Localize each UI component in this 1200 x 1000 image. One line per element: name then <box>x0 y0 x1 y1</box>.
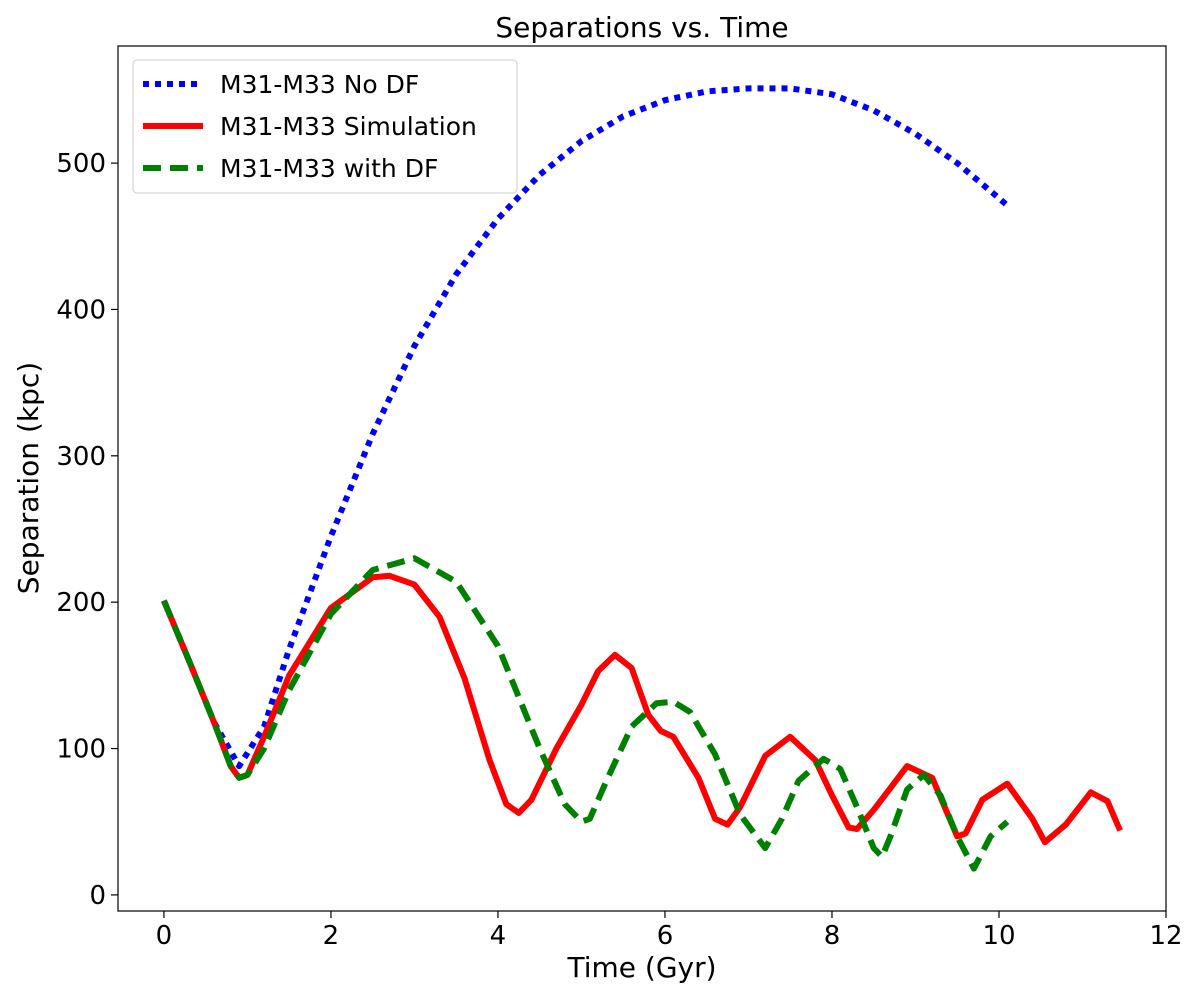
series-line-1 <box>161 572 1123 846</box>
legend-label-2: M31-M33 with DF <box>220 154 438 183</box>
y-tick-label: 400 <box>56 295 106 325</box>
y-tick-label: 300 <box>56 442 106 472</box>
series-line-0 <box>161 85 1010 770</box>
y-tick-label: 500 <box>56 149 106 179</box>
y-axis-ticks: 0 100 200 300 400 500 <box>56 149 118 911</box>
plot-frame <box>117 45 1167 912</box>
legend: M31-M33 No DF M31-M33 Simulation M31-M33 w… <box>132 59 518 194</box>
y-axis-label: Separation (kpc) <box>12 362 45 594</box>
series-line-2 <box>161 555 1010 872</box>
chart-title: Separations vs. Time <box>495 11 788 44</box>
x-tick-label: 4 <box>490 921 507 951</box>
x-tick-label: 10 <box>982 921 1015 951</box>
x-tick-label: 12 <box>1149 921 1182 951</box>
x-tick-label: 6 <box>657 921 674 951</box>
legend-box <box>132 59 518 194</box>
y-tick-label: 0 <box>89 881 106 911</box>
plot-lines <box>161 85 1123 872</box>
x-tick-label: 0 <box>156 921 173 951</box>
y-tick-label: 100 <box>56 735 106 765</box>
x-tick-label: 8 <box>824 921 841 951</box>
y-tick-label: 200 <box>56 588 106 618</box>
legend-label-0: M31-M33 No DF <box>220 70 419 99</box>
legend-label-1: M31-M33 Simulation <box>220 112 477 141</box>
x-axis-label: Time (Gyr) <box>566 951 716 984</box>
x-tick-label: 2 <box>323 921 340 951</box>
x-axis-ticks: 0 2 4 6 8 10 12 <box>156 911 1183 951</box>
